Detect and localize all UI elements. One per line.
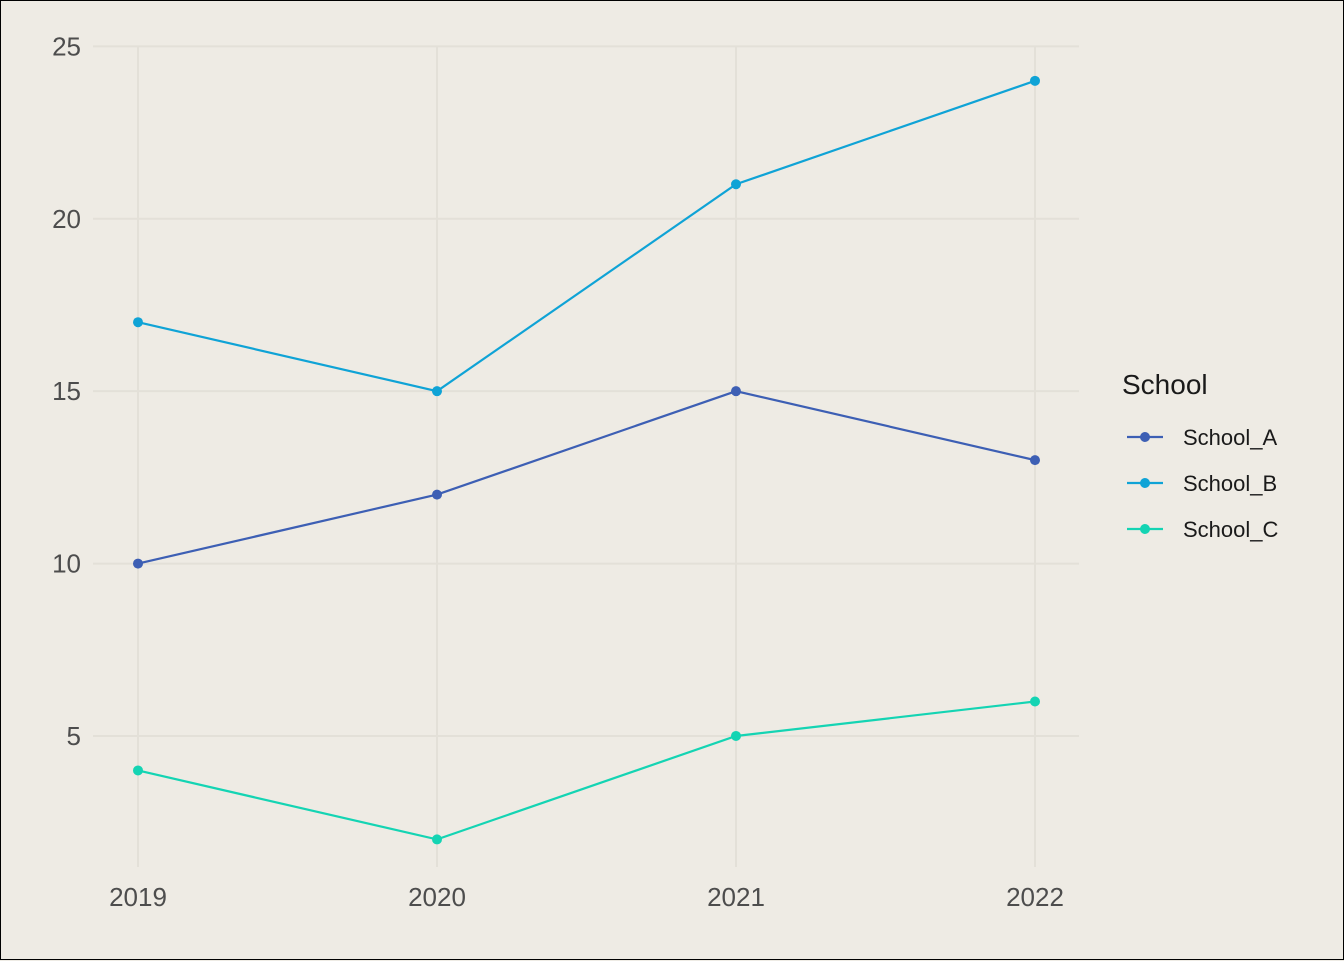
x-axis-ticks: 2019 2020 2021 2022 <box>109 882 1064 912</box>
gridlines <box>93 45 1079 867</box>
series-School_B <box>133 75 1040 397</box>
legend-item: School_A <box>1127 425 1278 450</box>
x-tick-label: 2022 <box>1006 882 1064 912</box>
legend-title: School <box>1122 369 1208 400</box>
legend-item: School_C <box>1127 517 1279 542</box>
data-point <box>432 489 442 500</box>
y-axis-ticks: 5 10 15 20 25 <box>52 31 81 751</box>
legend-label: School_C <box>1183 517 1279 542</box>
legend-label: School_A <box>1183 425 1278 450</box>
data-point <box>731 730 741 741</box>
data-point <box>432 386 442 397</box>
legend: School School_A School_B School_C <box>1122 369 1279 542</box>
x-tick-label: 2019 <box>109 882 167 912</box>
series-School_A <box>133 386 1040 569</box>
data-point <box>731 386 741 397</box>
y-tick-label: 10 <box>52 549 81 579</box>
data-point <box>432 834 442 845</box>
series-line <box>137 700 1036 841</box>
data-point <box>731 179 741 190</box>
data-point <box>133 317 143 328</box>
data-point <box>133 558 143 569</box>
data-point <box>1030 455 1040 466</box>
y-tick-label: 20 <box>52 204 81 234</box>
data-point <box>1030 75 1040 86</box>
legend-key-point <box>1140 478 1150 488</box>
data-point <box>133 765 143 776</box>
series-line <box>137 79 1036 393</box>
legend-item: School_B <box>1127 471 1277 496</box>
legend-key-point <box>1140 524 1150 534</box>
series-line <box>137 390 1036 565</box>
data-point <box>1030 696 1040 707</box>
legend-key-point <box>1140 432 1150 442</box>
series-lines <box>133 75 1040 845</box>
y-tick-label: 25 <box>52 31 81 61</box>
y-tick-label: 15 <box>52 376 81 406</box>
y-tick-label: 5 <box>67 721 81 751</box>
legend-label: School_B <box>1183 471 1277 496</box>
x-tick-label: 2021 <box>707 882 765 912</box>
series-School_C <box>133 696 1040 845</box>
x-tick-label: 2020 <box>408 882 466 912</box>
